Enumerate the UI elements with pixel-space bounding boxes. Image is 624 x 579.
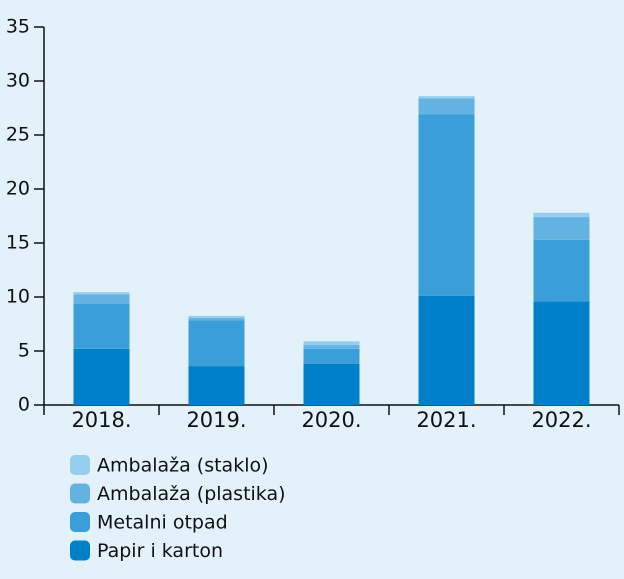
bar-segment xyxy=(533,301,590,405)
bar-segment xyxy=(303,341,360,346)
x-tick-label: 2022. xyxy=(531,408,591,432)
legend-label: Ambalaža (plastika) xyxy=(97,483,286,505)
x-tick-label: 2019. xyxy=(186,408,246,432)
bar-segment xyxy=(188,320,245,367)
bar-segment xyxy=(303,348,360,364)
y-tick-label: 5 xyxy=(18,340,30,362)
bar-segment xyxy=(418,114,475,296)
bar-segment xyxy=(303,363,360,405)
y-tick-label: 20 xyxy=(6,178,30,200)
bar-segment xyxy=(188,318,245,321)
legend-label: Ambalaža (staklo) xyxy=(97,455,269,477)
y-tick-label: 35 xyxy=(6,16,30,38)
bar-segment xyxy=(418,96,475,99)
x-tick-label: 2018. xyxy=(71,408,131,432)
bar-segment xyxy=(73,294,130,305)
legend-swatch xyxy=(70,512,90,532)
y-tick-label: 30 xyxy=(6,70,30,92)
bar-segment xyxy=(188,315,245,319)
bar-segment xyxy=(533,212,590,218)
bar-segment xyxy=(303,345,360,349)
bar-segment xyxy=(418,98,475,115)
y-tick-label: 25 xyxy=(6,124,30,146)
legend-swatch xyxy=(70,483,90,504)
legend-label: Metalni otpad xyxy=(97,512,228,534)
bar-segment xyxy=(533,217,590,240)
y-tick-label: 0 xyxy=(18,394,30,416)
bar-segment xyxy=(73,292,130,295)
y-tick-label: 15 xyxy=(6,232,30,254)
x-tick-label: 2021. xyxy=(416,408,476,432)
bar-segment xyxy=(73,348,130,405)
bar-segment xyxy=(73,304,130,349)
legend-swatch xyxy=(70,540,90,561)
bar-segment xyxy=(533,239,590,302)
legend-label: Papir i karton xyxy=(97,540,223,562)
y-tick-label: 10 xyxy=(6,286,30,308)
bar-segment xyxy=(188,366,245,405)
bar-segment xyxy=(418,295,475,405)
x-tick-label: 2020. xyxy=(301,408,361,432)
legend-swatch xyxy=(70,455,90,475)
